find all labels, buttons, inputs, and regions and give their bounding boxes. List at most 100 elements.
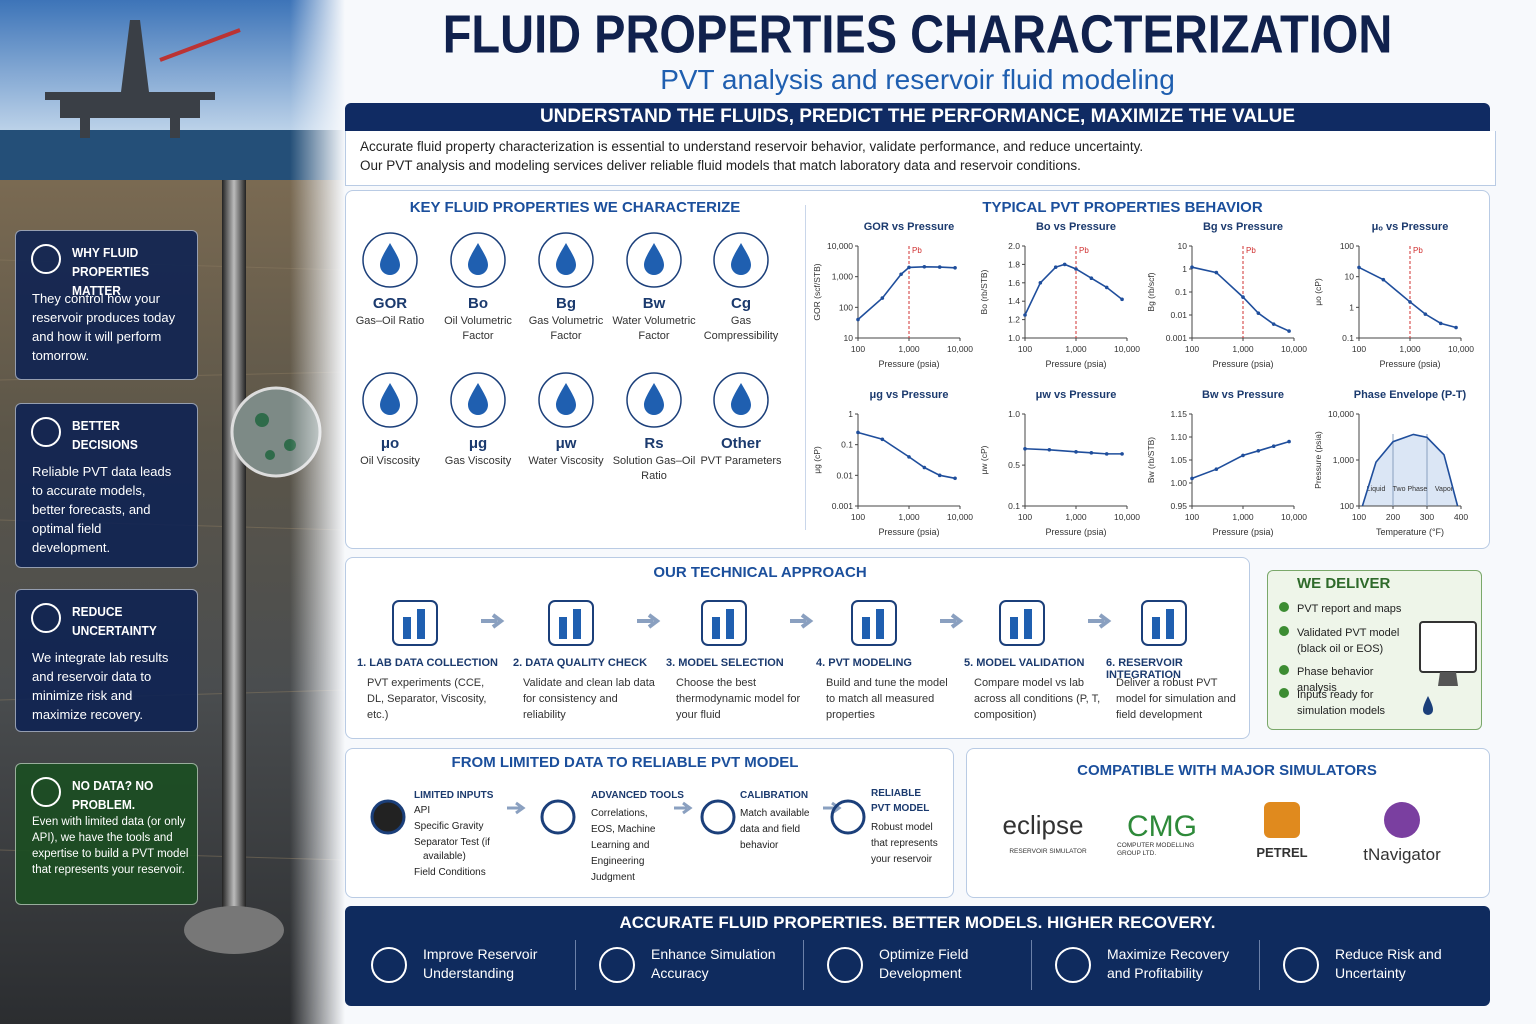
data-point — [1271, 444, 1276, 448]
footer-icon — [1283, 947, 1319, 983]
x-axis-label: Pressure (psia) — [1212, 527, 1273, 537]
limited-title: CALIBRATION — [740, 790, 809, 801]
data-point — [953, 476, 957, 481]
arrow — [790, 613, 814, 629]
icon-shape — [1055, 947, 1091, 983]
limited-text: Robust model that represents your reserv… — [871, 822, 938, 865]
y-tick-label: 1.05 — [1170, 455, 1187, 465]
region-label: Two Phase — [1393, 486, 1428, 493]
y-tick-label: 1,000 — [1333, 455, 1355, 465]
y-tick-label: 1 — [1349, 302, 1354, 312]
simulators-heading: COMPATIBLE WITH MAJOR SIMULATORS — [1077, 762, 1377, 779]
x-tick-label: 1,000 — [898, 512, 920, 522]
y-tick-label: 1.0 — [1008, 333, 1020, 343]
pvt-chart: Bg vs Pressure 100 1,000 10,000 0.001 0.01 0.1… — [1146, 222, 1307, 369]
banner-line: Our PVT analysis and modeling services d… — [360, 158, 1081, 173]
step-icon — [548, 600, 594, 646]
property-icon — [538, 232, 594, 288]
x-tick-label: 100 — [1185, 344, 1199, 354]
y-tick-label: 1.10 — [1170, 432, 1187, 442]
step-icon — [701, 600, 747, 646]
data-point — [1053, 265, 1058, 269]
title: FLUID PROPERTIES CHARACTERIZATION — [442, 3, 1393, 64]
data-point — [1038, 281, 1043, 285]
chart-title: GOR vs Pressure — [864, 222, 955, 233]
x-axis-label: Pressure (psia) — [1212, 359, 1273, 369]
step-title: 2. DATA QUALITY CHECK — [513, 657, 648, 669]
icon-shape — [548, 600, 594, 646]
pb-label: Pb — [1079, 246, 1089, 255]
data-point — [1074, 267, 1078, 271]
data-point — [937, 473, 942, 478]
charts-heading: TYPICAL PVT PROPERTIES BEHAVIOR — [982, 199, 1263, 216]
footer-item: Reduce Risk and Uncertainty — [1335, 946, 1442, 981]
data-point — [922, 465, 927, 470]
data-point — [1256, 449, 1261, 453]
step-title: 3. MODEL SELECTION — [666, 657, 784, 669]
property-label: Oil Volumetric Factor — [444, 315, 512, 342]
sidebar-box: NO DATA? NO PROBLEM. Even with limited da… — [15, 763, 198, 905]
deliver-box: WE DELIVER PVT report and maps Validated P… — [1267, 570, 1482, 730]
deliver-item: PVT report and maps — [1297, 603, 1402, 615]
footer-icon — [371, 947, 407, 983]
data-point — [953, 265, 957, 270]
icon-drop — [556, 243, 576, 275]
icon-shape — [371, 947, 407, 983]
sidebar-icon — [31, 417, 61, 447]
step-icon — [392, 600, 438, 646]
approach-heading: OUR TECHNICAL APPROACH — [653, 564, 867, 581]
chart-title: μw vs Pressure — [1036, 390, 1117, 401]
data-point — [856, 317, 860, 322]
x-tick-label: 10,000 — [1448, 344, 1474, 354]
y-tick-label: 1.00 — [1170, 478, 1187, 488]
icon-drop — [731, 243, 751, 275]
footer-icon — [827, 947, 863, 983]
logo — [1264, 802, 1300, 838]
y-tick-label: 1.8 — [1008, 259, 1020, 269]
x-tick-label: 1,000 — [1065, 344, 1087, 354]
property-label: Solution Gas–Oil Ratio — [612, 455, 696, 482]
monitor-icon — [1419, 621, 1477, 715]
y-axis-label: Bo (rb/STB) — [979, 269, 989, 314]
property-symbol: μg — [468, 435, 488, 452]
simulator-name: CMG — [1127, 810, 1197, 843]
data-point — [907, 265, 911, 270]
sidebar-title: REDUCE UNCERTAINTY — [72, 604, 157, 638]
y-tick-label: 0.01 — [1170, 310, 1187, 320]
step-icon — [1141, 600, 1187, 646]
data-line — [1191, 440, 1290, 480]
check-icon — [1279, 688, 1289, 698]
y-axis-label: Pressure (psia) — [1313, 431, 1323, 489]
logo — [1384, 802, 1420, 838]
data-point — [899, 272, 903, 277]
icon-shape — [862, 617, 870, 639]
property-symbol: Bg — [556, 295, 576, 312]
x-tick-label: 300 — [1420, 512, 1434, 522]
footer-icon — [599, 947, 635, 983]
y-tick-label: 0.1 — [1342, 333, 1354, 343]
simulator-logo — [1264, 802, 1300, 838]
data-point — [1074, 450, 1078, 454]
data-point — [1271, 322, 1276, 326]
data-point — [1023, 446, 1027, 451]
data-point — [1256, 311, 1261, 315]
x-axis-label: Pressure (psia) — [1045, 527, 1106, 537]
property-icon — [626, 372, 682, 428]
arrow — [674, 801, 693, 815]
pb-label: Pb — [1246, 246, 1256, 255]
property-icon — [450, 232, 506, 288]
pvt-chart: Bw vs Pressure 100 1,000 10,000 0.95 1.00 1.05… — [1146, 390, 1307, 537]
sidebar-box: REDUCE UNCERTAINTY We integrate lab resul… — [15, 589, 198, 732]
property-symbol: μw — [555, 435, 577, 452]
icon-drop — [468, 243, 488, 275]
property-symbol: Rs — [644, 435, 664, 452]
sidebar-text: They control how your reservoir produces… — [32, 291, 176, 363]
icon-drop — [380, 243, 400, 275]
property-label: Gas Viscosity — [444, 455, 512, 467]
data-line — [1191, 266, 1290, 332]
x-tick-label: 10,000 — [1114, 512, 1140, 522]
data-point — [1423, 312, 1428, 316]
sidebar-box: BETTER DECISIONS Reliable PVT data leads … — [15, 403, 198, 568]
limited-item: Specific Gravity — [414, 821, 484, 832]
